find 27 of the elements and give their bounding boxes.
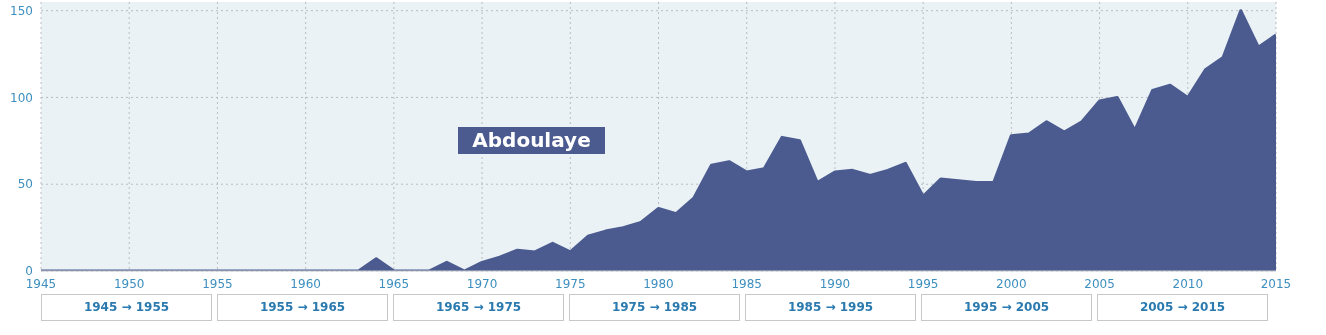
- x-tick-label: 2015: [1260, 276, 1292, 291]
- x-tick-label: 1995: [907, 276, 939, 291]
- range-button: 1995 → 2005: [921, 294, 1092, 321]
- x-tick-label: 1975: [555, 276, 586, 291]
- y-tick-label: 100: [10, 90, 33, 105]
- x-tick-label: 1985: [731, 276, 762, 291]
- x-tick-label: 1945: [25, 276, 57, 291]
- x-tick-label: 2000: [996, 276, 1027, 291]
- range-button: 1965 → 1975: [393, 294, 564, 321]
- x-tick-label: 1965: [378, 276, 410, 291]
- range-button: 1945 → 1955: [41, 294, 212, 321]
- x-tick-label: 1955: [202, 276, 233, 291]
- range-button: 1985 → 1995: [745, 294, 916, 321]
- y-tick-label: 50: [17, 177, 33, 192]
- text: Abdoulaye: [458, 127, 605, 154]
- x-tick-label: 1990: [819, 276, 851, 291]
- x-tick-label: 1970: [466, 276, 498, 291]
- range-button: 1975 → 1985: [569, 294, 740, 321]
- range-button: 2005 → 2015: [1097, 294, 1268, 321]
- y-tick-label: 0: [25, 264, 33, 279]
- x-tick-label: 2010: [1172, 276, 1204, 291]
- x-tick-label: 1950: [113, 276, 145, 291]
- y-tick-label: 150: [10, 3, 33, 18]
- range-button: 1955 → 1965: [217, 294, 388, 321]
- x-tick-label: 1960: [290, 276, 321, 291]
- x-tick-label: 1980: [643, 276, 674, 291]
- x-tick-label: 2005: [1084, 276, 1115, 291]
